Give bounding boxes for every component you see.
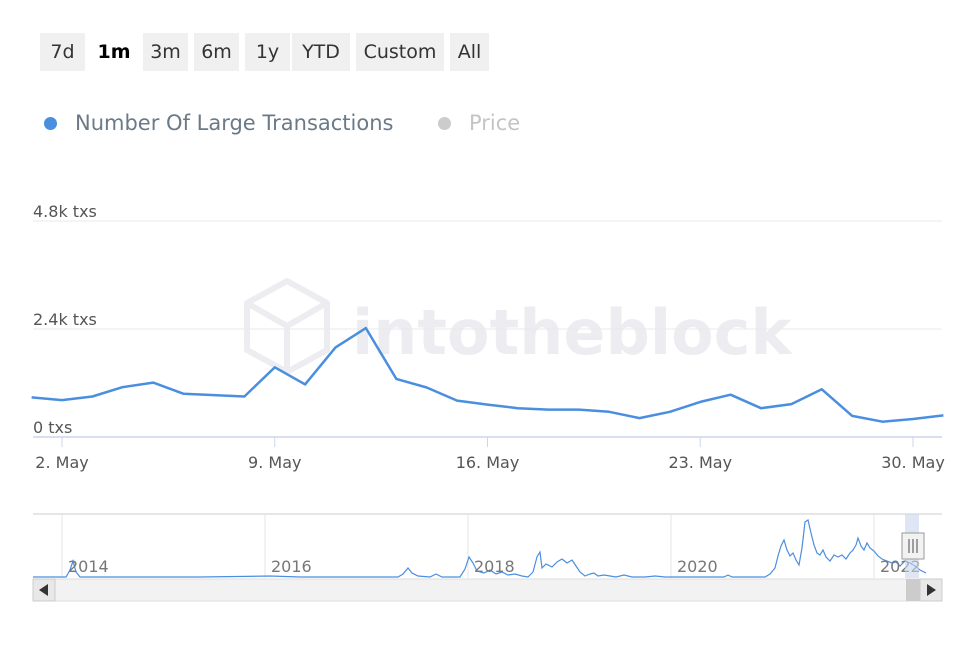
data-point[interactable] [820,387,824,391]
data-point[interactable] [273,365,277,369]
data-point[interactable] [30,395,34,399]
x-tick-label: 2. May [35,453,88,472]
data-point[interactable] [698,400,702,404]
data-point[interactable] [516,406,520,410]
legend-item-large-transactions[interactable]: Number Of Large Transactions [44,106,393,140]
data-point[interactable] [364,326,368,330]
scroll-right-arrow-icon [927,584,936,596]
watermark-logo-icon [244,278,330,375]
scrollbar-track[interactable] [32,578,943,602]
data-point[interactable] [911,417,915,421]
series-large-transactions [30,326,945,424]
data-point[interactable] [303,382,307,386]
data-point[interactable] [729,393,733,397]
data-point[interactable] [334,345,338,349]
data-point[interactable] [546,408,550,412]
scroll-left-arrow-icon [39,584,48,596]
watermark-text: intotheblock [352,296,793,369]
watermark: intotheblock [244,278,793,375]
series-line [31,326,944,423]
data-point[interactable] [151,381,155,385]
range-7d-button[interactable]: 7d [40,33,85,71]
data-point[interactable] [789,402,793,406]
navigator-series-line [33,519,927,578]
x-tick-label: 16. May [456,453,520,472]
navigator-grid [61,514,875,578]
data-point[interactable] [668,410,672,414]
legend-label-price: Price [469,111,521,135]
y-tick-label: 0 txs [33,418,72,437]
legend-dot-large-transactions [44,116,57,130]
x-tick-label: 30. May [881,453,945,472]
data-point[interactable] [121,385,125,389]
data-point[interactable] [486,403,490,407]
data-point[interactable] [425,386,429,390]
y-axis: 0 txs 2.4k txs 4.8k txs [33,202,97,437]
data-point[interactable] [242,395,246,399]
range-ytd-button[interactable]: YTD [292,33,350,71]
data-point[interactable] [941,413,945,417]
data-point[interactable] [850,414,854,418]
navigator: 2014 2016 2018 2020 2022 [33,513,942,578]
scrollbar-thumb[interactable] [906,579,920,601]
range-1y-button[interactable]: 1y [245,33,290,71]
data-point[interactable] [60,398,64,402]
navigator-handle[interactable] [901,532,925,560]
legend-item-price[interactable]: Price [438,106,520,140]
data-point[interactable] [455,399,459,403]
data-point[interactable] [638,416,642,420]
range-3m-button[interactable]: 3m [143,33,188,71]
navigator-year-label: 2014 [68,557,109,576]
navigator-scrollbar [32,578,943,602]
x-tick-label: 23. May [668,453,732,472]
navigator-year-label: 2016 [271,557,312,576]
legend-label-large-transactions: Number Of Large Transactions [75,111,394,135]
data-point[interactable] [90,395,94,399]
y-tick-label: 4.8k txs [33,202,97,221]
range-1m-button[interactable]: 1m [91,33,137,71]
data-point[interactable] [394,377,398,381]
range-custom-button[interactable]: Custom [356,33,444,71]
data-point[interactable] [881,420,885,424]
data-point[interactable] [759,406,763,410]
range-6m-button[interactable]: 6m [194,33,239,71]
y-tick-label: 2.4k txs [33,310,97,329]
navigator-year-labels: 2014 2016 2018 2020 2022 [68,557,921,576]
x-tick-label: 9. May [248,453,301,472]
data-point[interactable] [607,410,611,414]
navigator-year-label: 2020 [677,557,718,576]
data-point[interactable] [182,392,186,396]
navigator-year-label: 2018 [474,557,515,576]
range-all-button[interactable]: All [450,33,489,71]
data-point[interactable] [212,393,216,397]
legend-dot-price [438,116,451,130]
x-axis: 2. May 9. May 16. May 23. May 30. May [35,437,945,472]
data-point[interactable] [577,408,581,412]
grid-lines [33,220,942,330]
